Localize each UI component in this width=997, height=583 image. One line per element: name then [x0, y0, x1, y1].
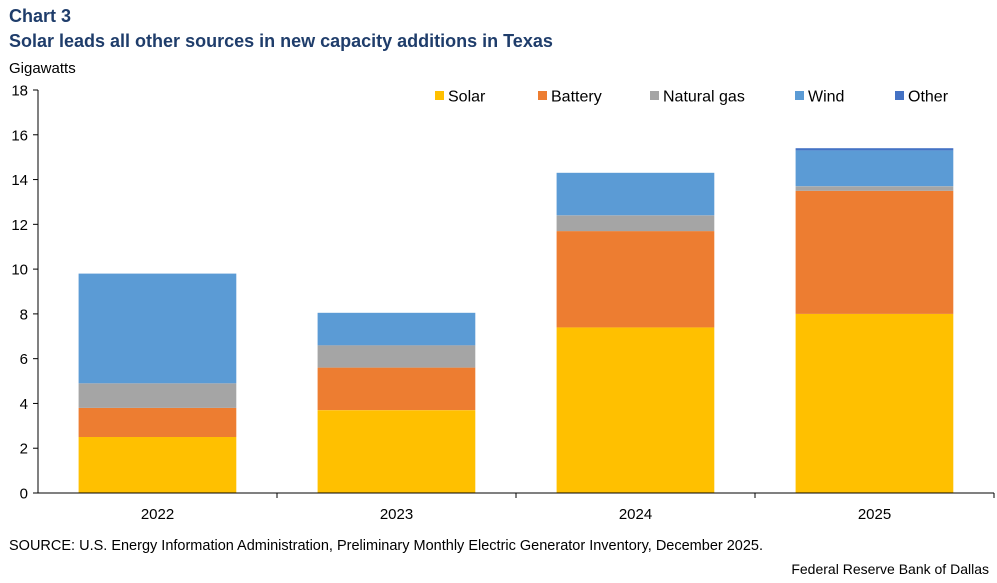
bar-segment-natural-gas-2025	[795, 186, 954, 191]
x-tick-label: 2024	[619, 506, 652, 523]
x-tick-label: 2025	[858, 506, 891, 523]
y-tick-label: 4	[20, 396, 28, 413]
credit-note: Federal Reserve Bank of Dallas	[791, 561, 989, 577]
legend-label-natural-gas: Natural gas	[663, 89, 745, 106]
axes-layer: 2022 2023 2024 2025 0 2 4 6 8 10 12 14 16 18	[11, 83, 995, 523]
y-tick-label: 14	[11, 172, 28, 189]
y-tick-label: 12	[11, 217, 28, 234]
y-tick-label: 2	[20, 441, 28, 458]
x-tick-label: 2022	[141, 506, 174, 523]
bar-segment-other-2025	[795, 148, 954, 151]
bar-segment-wind-2025	[795, 150, 954, 187]
x-tick-label: 2023	[380, 506, 413, 523]
bar-segment-battery-2024	[556, 231, 715, 328]
legend-label-solar: Solar	[448, 89, 486, 106]
bar-segment-wind-2022	[78, 273, 237, 384]
bar-segment-wind-2024	[556, 172, 715, 216]
y-tick-label: 6	[20, 351, 28, 368]
bar-segment-solar-2023	[317, 410, 476, 493]
legend-swatch-other	[895, 91, 904, 100]
legend-label-wind: Wind	[808, 89, 844, 106]
source-note: SOURCE: U.S. Energy Information Administ…	[9, 538, 764, 554]
y-tick-label: 18	[11, 83, 28, 100]
chart-title: Solar leads all other sources in new cap…	[9, 31, 553, 51]
y-tick-label: 0	[20, 486, 28, 503]
legend-label-battery: Battery	[551, 89, 602, 106]
bar-segment-battery-2022	[78, 407, 237, 437]
y-tick-label: 8	[20, 306, 28, 323]
y-axis-label: Gigawatts	[9, 60, 76, 77]
legend-swatch-natural-gas	[650, 91, 659, 100]
bar-segment-solar-2025	[795, 313, 954, 493]
y-tick-label: 16	[11, 127, 28, 144]
legend-label-other: Other	[908, 89, 949, 106]
legend-swatch-wind	[795, 91, 804, 100]
bar-segment-natural-gas-2023	[317, 345, 476, 368]
legend-swatch-solar	[435, 91, 444, 100]
bar-segment-solar-2024	[556, 327, 715, 493]
chart-number-label: Chart 3	[9, 6, 72, 26]
bar-segment-natural-gas-2024	[556, 215, 715, 232]
legend-swatch-battery	[538, 91, 547, 100]
bar-segment-solar-2022	[78, 437, 237, 493]
bars-layer	[78, 148, 954, 493]
bar-segment-natural-gas-2022	[78, 383, 237, 408]
bar-segment-battery-2023	[317, 367, 476, 411]
legend: Solar Battery Natural gas Wind Other	[435, 89, 949, 106]
y-tick-label: 10	[11, 262, 28, 279]
bar-segment-battery-2025	[795, 190, 954, 314]
bar-segment-wind-2023	[317, 312, 476, 346]
